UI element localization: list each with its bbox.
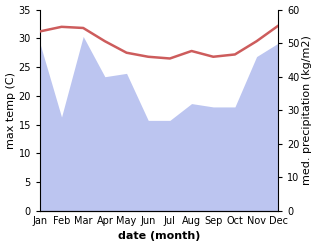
Y-axis label: max temp (C): max temp (C)	[5, 72, 16, 149]
Y-axis label: med. precipitation (kg/m2): med. precipitation (kg/m2)	[302, 35, 313, 185]
X-axis label: date (month): date (month)	[118, 231, 200, 242]
